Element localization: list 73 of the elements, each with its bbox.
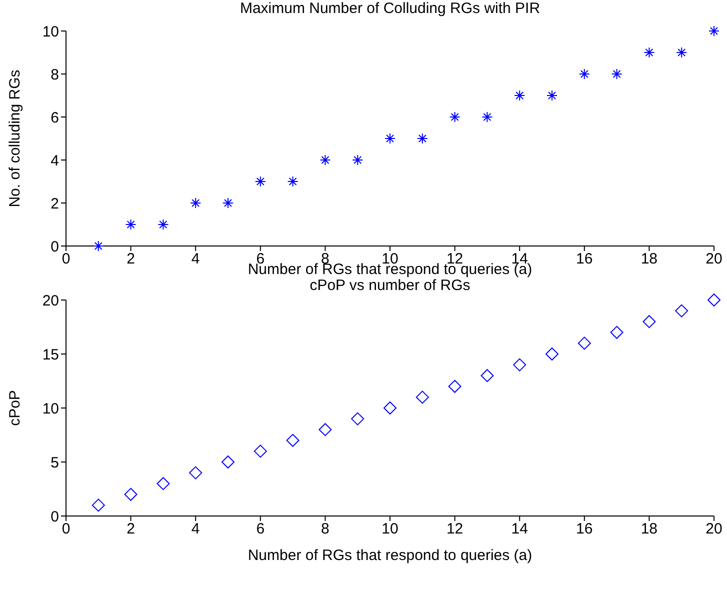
point	[254, 444, 267, 458]
x-tick-label: 4	[191, 520, 200, 538]
x-tick-label: 0	[62, 250, 70, 268]
point	[482, 112, 493, 122]
y-tick-label: 6	[50, 109, 59, 126]
point	[287, 176, 298, 187]
point	[449, 112, 460, 122]
y-tick-label: 10	[42, 400, 59, 418]
point	[416, 390, 429, 404]
point	[124, 488, 138, 501]
x-tick-label: 4	[191, 250, 200, 268]
y-axis-title: No. of colluding RGs	[6, 70, 24, 208]
x-tick-label: 2	[126, 520, 135, 538]
point	[644, 47, 655, 58]
y-tick-label: 20	[42, 292, 59, 310]
y-tick-label: 4	[50, 152, 59, 170]
point	[676, 47, 688, 58]
point	[642, 315, 656, 328]
point	[158, 219, 169, 230]
point	[708, 294, 720, 306]
point	[546, 348, 558, 360]
point	[125, 219, 136, 230]
x-tick-label: 0	[62, 520, 70, 538]
point	[320, 154, 331, 166]
point	[351, 412, 364, 426]
point	[578, 336, 591, 350]
y-axis-title: cPoP	[6, 390, 24, 426]
point	[513, 358, 526, 372]
x-tick-label: 16	[576, 250, 593, 268]
point	[546, 90, 558, 101]
x-tick-label: 18	[640, 250, 658, 268]
point	[578, 68, 590, 80]
point	[514, 90, 526, 101]
x-tick-label: 20	[706, 520, 722, 538]
point	[610, 326, 624, 339]
point	[286, 434, 300, 447]
point	[416, 133, 428, 144]
y-tick-label: 5	[50, 454, 59, 472]
y-tick-label: 0	[50, 238, 59, 256]
point	[708, 26, 720, 36]
point	[675, 304, 688, 318]
point	[480, 369, 494, 382]
y-tick-label: 8	[50, 66, 59, 84]
x-tick-label: 16	[576, 520, 593, 538]
x-tick-label: 10	[382, 520, 398, 538]
point	[254, 176, 266, 187]
point	[222, 456, 234, 468]
point	[92, 498, 105, 512]
point	[448, 380, 462, 393]
point	[156, 477, 170, 490]
point	[222, 198, 234, 208]
y-tick-label: 10	[42, 23, 59, 40]
x-axis-title: Number of RGs that respond to queries (a)	[248, 547, 532, 564]
x-tick-label: 18	[640, 520, 658, 538]
y-tick-label: 15	[42, 346, 59, 364]
x-tick-label: 20	[706, 250, 722, 268]
x-tick-label: 14	[511, 520, 528, 538]
point	[92, 240, 104, 252]
point	[318, 423, 332, 436]
point	[384, 133, 396, 144]
x-tick-label: 2	[126, 250, 135, 268]
x-tick-label: 6	[256, 520, 265, 538]
point	[384, 402, 396, 414]
chart-title: Maximum Number of Colluding RGs with PIR	[238, 0, 542, 17]
chart-title: cPoP vs number of RGs	[308, 277, 470, 294]
y-tick-label: 0	[50, 508, 59, 526]
x-tick-label: 8	[321, 520, 330, 538]
point	[352, 154, 364, 166]
point	[190, 198, 202, 208]
point	[611, 68, 622, 80]
point	[189, 466, 202, 480]
y-tick-label: 2	[50, 195, 59, 212]
x-tick-label: 12	[446, 520, 464, 538]
